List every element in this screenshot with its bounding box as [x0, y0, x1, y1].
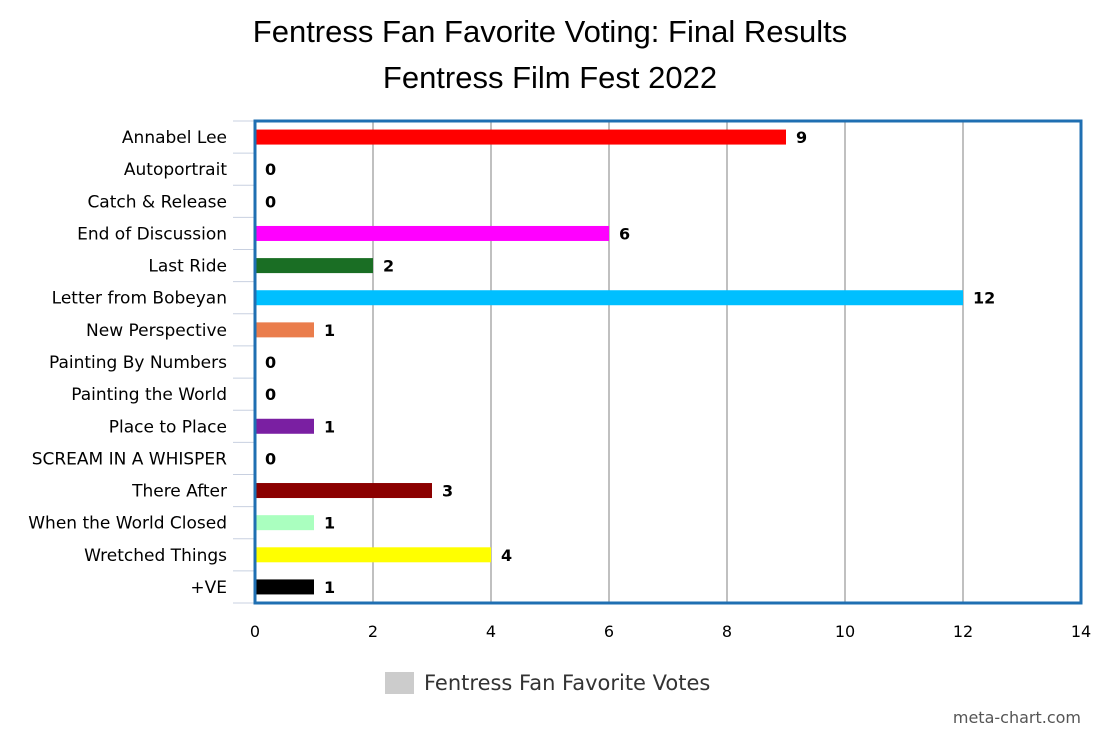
data-label: 3 — [442, 482, 453, 501]
data-label: 0 — [265, 160, 276, 179]
data-label: 1 — [324, 321, 335, 340]
bar — [255, 225, 609, 241]
data-label: 2 — [383, 257, 394, 276]
bar — [255, 290, 963, 306]
plot-border — [253, 119, 1083, 605]
chart-subtitle: Fentress Film Fest 2022 — [382, 60, 718, 95]
bar — [255, 129, 786, 145]
data-label: 0 — [265, 192, 276, 211]
x-tick-label: 0 — [250, 622, 260, 641]
category-label: When the World Closed — [28, 514, 227, 534]
x-tick-label: 4 — [486, 622, 496, 641]
bar — [255, 579, 314, 595]
bar — [255, 515, 314, 531]
category-label: +VE — [190, 578, 227, 598]
x-tick-label: 14 — [1071, 622, 1091, 641]
category-label: Last Ride — [148, 257, 227, 277]
category-label: SCREAM IN A WHISPER — [32, 449, 227, 469]
x-tick-label: 12 — [953, 622, 973, 641]
legend: Fentress Fan Favorite Votes — [385, 671, 710, 695]
data-label: 1 — [324, 417, 335, 436]
data-label: 4 — [501, 546, 512, 565]
data-label: 6 — [619, 224, 630, 243]
legend-label: Fentress Fan Favorite Votes — [424, 671, 711, 695]
category-label: Catch & Release — [87, 192, 227, 212]
data-label: 12 — [973, 289, 995, 308]
bar — [255, 547, 491, 563]
data-label: 9 — [796, 128, 807, 147]
category-label: New Perspective — [86, 321, 227, 341]
category-label: Autoportrait — [124, 160, 227, 180]
chart-title: Fentress Fan Favorite Voting: Final Resu… — [252, 14, 848, 49]
category-label: Painting the World — [71, 385, 227, 405]
x-tick-label: 2 — [368, 622, 378, 641]
x-tick-label: 8 — [722, 622, 732, 641]
bar — [255, 418, 314, 434]
data-label: 0 — [265, 449, 276, 468]
category-label: There After — [131, 482, 227, 502]
category-label: Painting By Numbers — [49, 353, 227, 373]
category-label: Wretched Things — [84, 546, 227, 566]
category-label: Letter from Bobeyan — [52, 289, 227, 309]
x-tick-label: 10 — [835, 622, 855, 641]
bar — [255, 258, 373, 274]
data-label: 1 — [324, 514, 335, 533]
data-label: 0 — [265, 385, 276, 404]
category-label: Place to Place — [109, 417, 227, 437]
category-label: End of Discussion — [77, 224, 227, 244]
legend-swatch — [385, 672, 414, 694]
x-tick-label: 6 — [604, 622, 614, 641]
credit-text: meta-chart.com — [952, 708, 1081, 727]
data-label: 0 — [265, 353, 276, 372]
bar — [255, 483, 432, 499]
data-label: 1 — [324, 578, 335, 597]
category-label: Annabel Lee — [122, 128, 227, 148]
bar — [255, 322, 314, 338]
